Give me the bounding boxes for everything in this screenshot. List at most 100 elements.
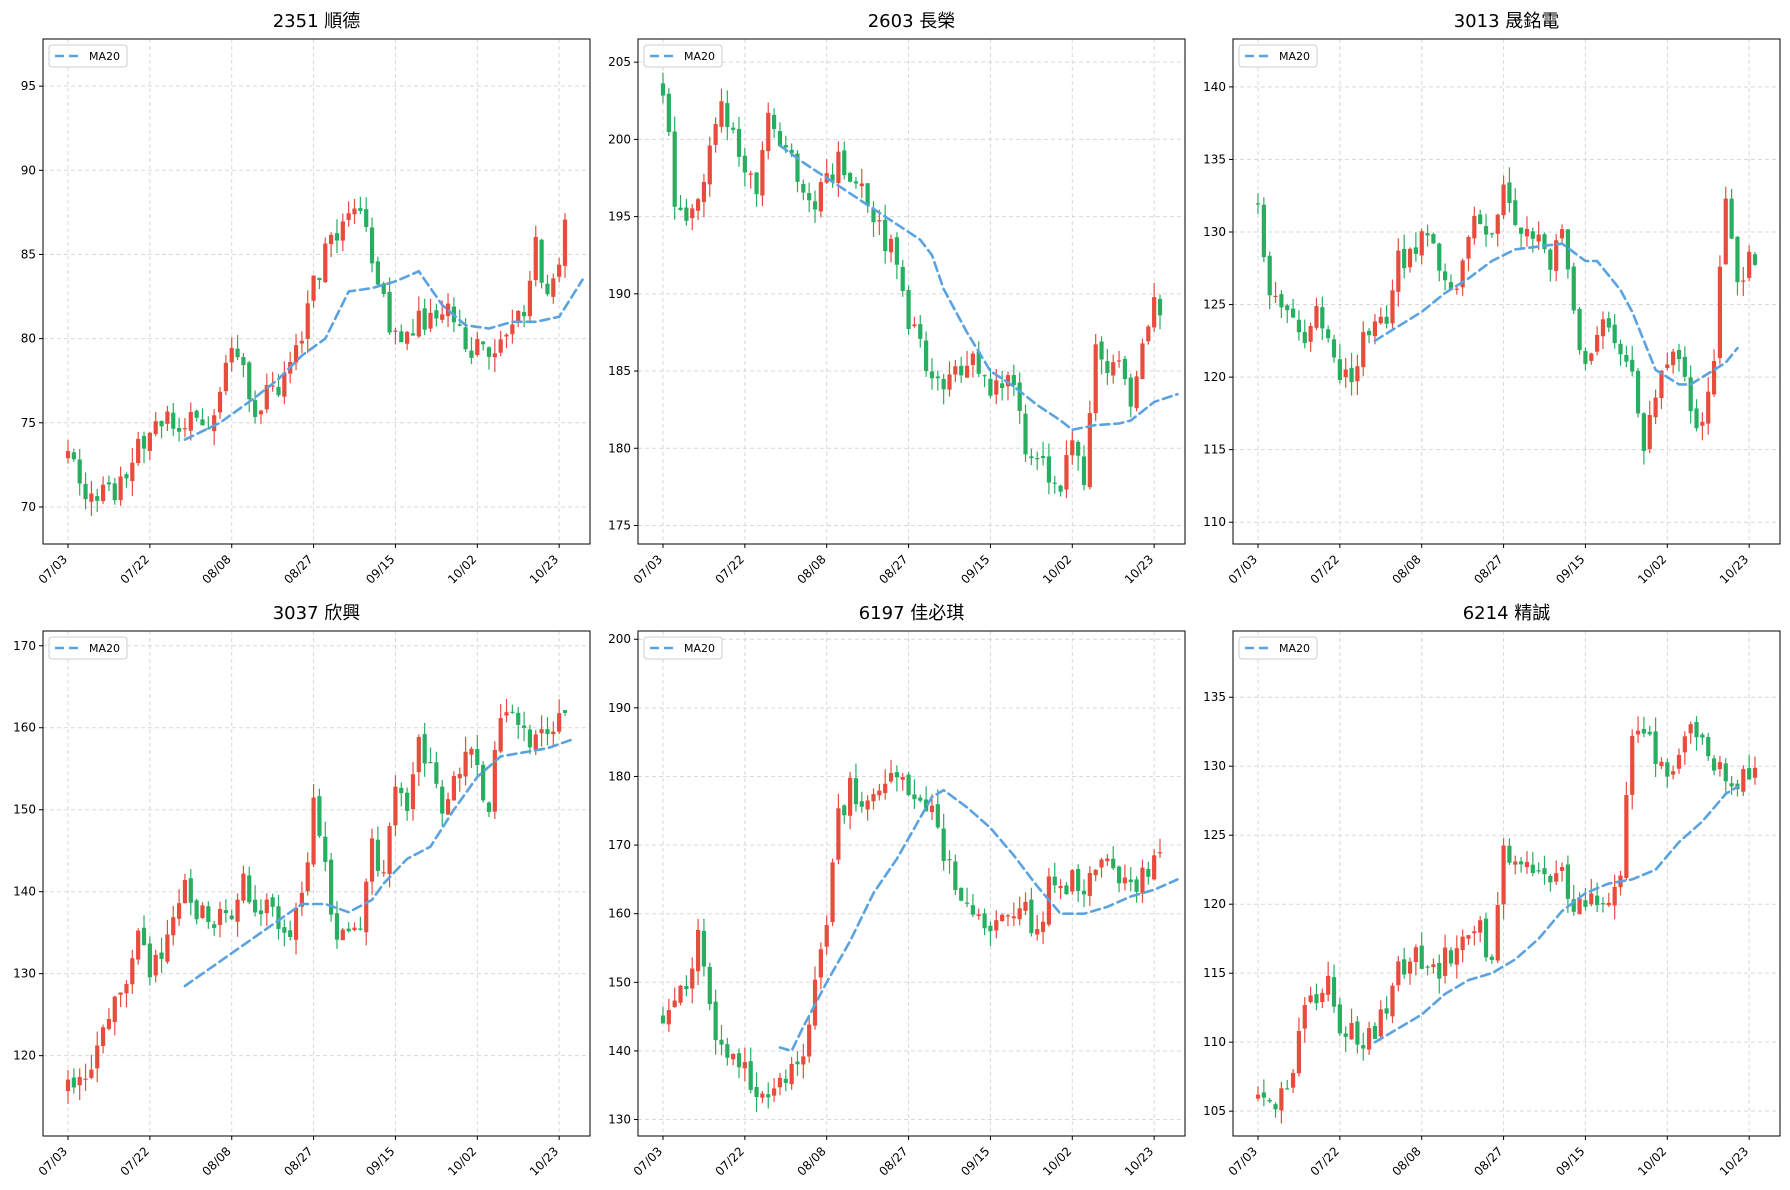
x-tick-label: 10/23: [527, 552, 561, 586]
candle: [1653, 717, 1658, 778]
candle-body: [894, 237, 899, 265]
candle: [410, 319, 416, 336]
x-tick-label: 10/02: [1635, 1144, 1669, 1178]
candle: [1070, 868, 1075, 895]
chart-title: 2351 順德: [273, 11, 361, 32]
candle-body: [346, 213, 351, 220]
candle-body: [1554, 873, 1559, 882]
candle: [539, 715, 544, 747]
candle-body: [1146, 326, 1151, 342]
candle: [666, 88, 671, 136]
candle-body: [364, 209, 369, 228]
candle: [182, 873, 188, 904]
candle-body: [1058, 885, 1063, 889]
candle-body: [124, 983, 129, 994]
candle: [1425, 224, 1430, 247]
candle: [393, 775, 398, 837]
candle-body: [1105, 858, 1110, 862]
candle: [1296, 310, 1302, 341]
candle-body: [100, 484, 106, 502]
candle: [1501, 175, 1506, 220]
candle-body: [65, 1079, 71, 1092]
candle-body: [299, 340, 304, 344]
candle-body: [1747, 251, 1752, 278]
candle-body: [1093, 869, 1098, 876]
candle-body: [766, 1094, 771, 1098]
candle: [789, 1057, 794, 1090]
candle-body: [1507, 182, 1512, 204]
candle-body: [1279, 1088, 1284, 1111]
x-axis: 07/03 07/22 08/08 08/27 09/15 10/02 10/23: [36, 544, 561, 587]
candle: [1122, 864, 1128, 891]
candle: [1682, 346, 1687, 382]
candle: [1146, 861, 1151, 885]
candle-body: [1583, 351, 1588, 364]
candle: [410, 761, 416, 821]
candle: [859, 168, 864, 199]
candle: [527, 724, 533, 755]
candle: [836, 793, 841, 865]
candle: [288, 920, 293, 941]
candle-body: [1267, 1099, 1272, 1102]
candle-body: [405, 331, 410, 344]
candle-body: [1035, 458, 1040, 460]
candle: [1454, 935, 1459, 979]
plot-frame: [1232, 630, 1781, 1137]
candle-body: [1343, 1033, 1348, 1037]
candle-body: [1741, 280, 1746, 282]
candle-body: [1595, 334, 1600, 352]
y-tick-label: 115: [1203, 443, 1226, 457]
candle: [1501, 838, 1506, 920]
candle-body: [369, 838, 375, 882]
candle: [1530, 851, 1535, 877]
candle: [783, 1069, 788, 1092]
candle: [405, 331, 410, 351]
candle: [1087, 866, 1092, 906]
plot-frame: [637, 630, 1186, 1137]
candle-body: [130, 958, 135, 985]
candle-body: [1507, 845, 1512, 863]
candle-body: [1070, 870, 1075, 892]
candle: [1741, 765, 1746, 796]
candle-body: [469, 748, 474, 755]
candle: [1128, 373, 1133, 418]
y-tick-label: 190: [608, 287, 631, 301]
candle-body: [516, 310, 521, 322]
y-tick-label: 160: [608, 907, 631, 921]
candle-body: [516, 712, 521, 725]
candle-body: [1337, 359, 1342, 381]
candle: [924, 786, 929, 812]
candle: [136, 928, 141, 965]
candle-body: [375, 261, 380, 285]
candle-body: [1635, 730, 1641, 735]
candle: [1279, 290, 1284, 319]
candle: [1671, 348, 1676, 374]
candle: [1064, 440, 1069, 498]
candle: [381, 281, 386, 298]
candle-body: [1647, 731, 1652, 735]
candle: [323, 821, 328, 872]
candle: [982, 908, 987, 936]
candle-body: [1495, 214, 1500, 234]
candle: [206, 901, 211, 929]
candle: [953, 854, 958, 895]
y-tick-label: 90: [21, 163, 36, 177]
candle: [1413, 944, 1418, 976]
candle: [217, 901, 223, 938]
x-tick-label: 07/03: [1226, 1144, 1260, 1178]
candle-body: [1641, 413, 1647, 451]
candle: [551, 273, 556, 304]
candle: [358, 916, 363, 931]
candle-body: [1320, 307, 1325, 329]
candle-body: [959, 365, 964, 376]
candle-body: [399, 787, 404, 794]
candle: [953, 359, 958, 382]
candle-body: [253, 899, 258, 913]
candle-body: [877, 790, 882, 796]
x-axis: 07/03 07/22 08/08 08/27 09/15 10/02 10/23: [1226, 1136, 1751, 1179]
candle-body: [1460, 936, 1465, 950]
candle-body: [481, 764, 486, 801]
candle-body: [789, 1063, 794, 1085]
candle-body: [1396, 961, 1401, 986]
candle-body: [95, 1045, 100, 1069]
